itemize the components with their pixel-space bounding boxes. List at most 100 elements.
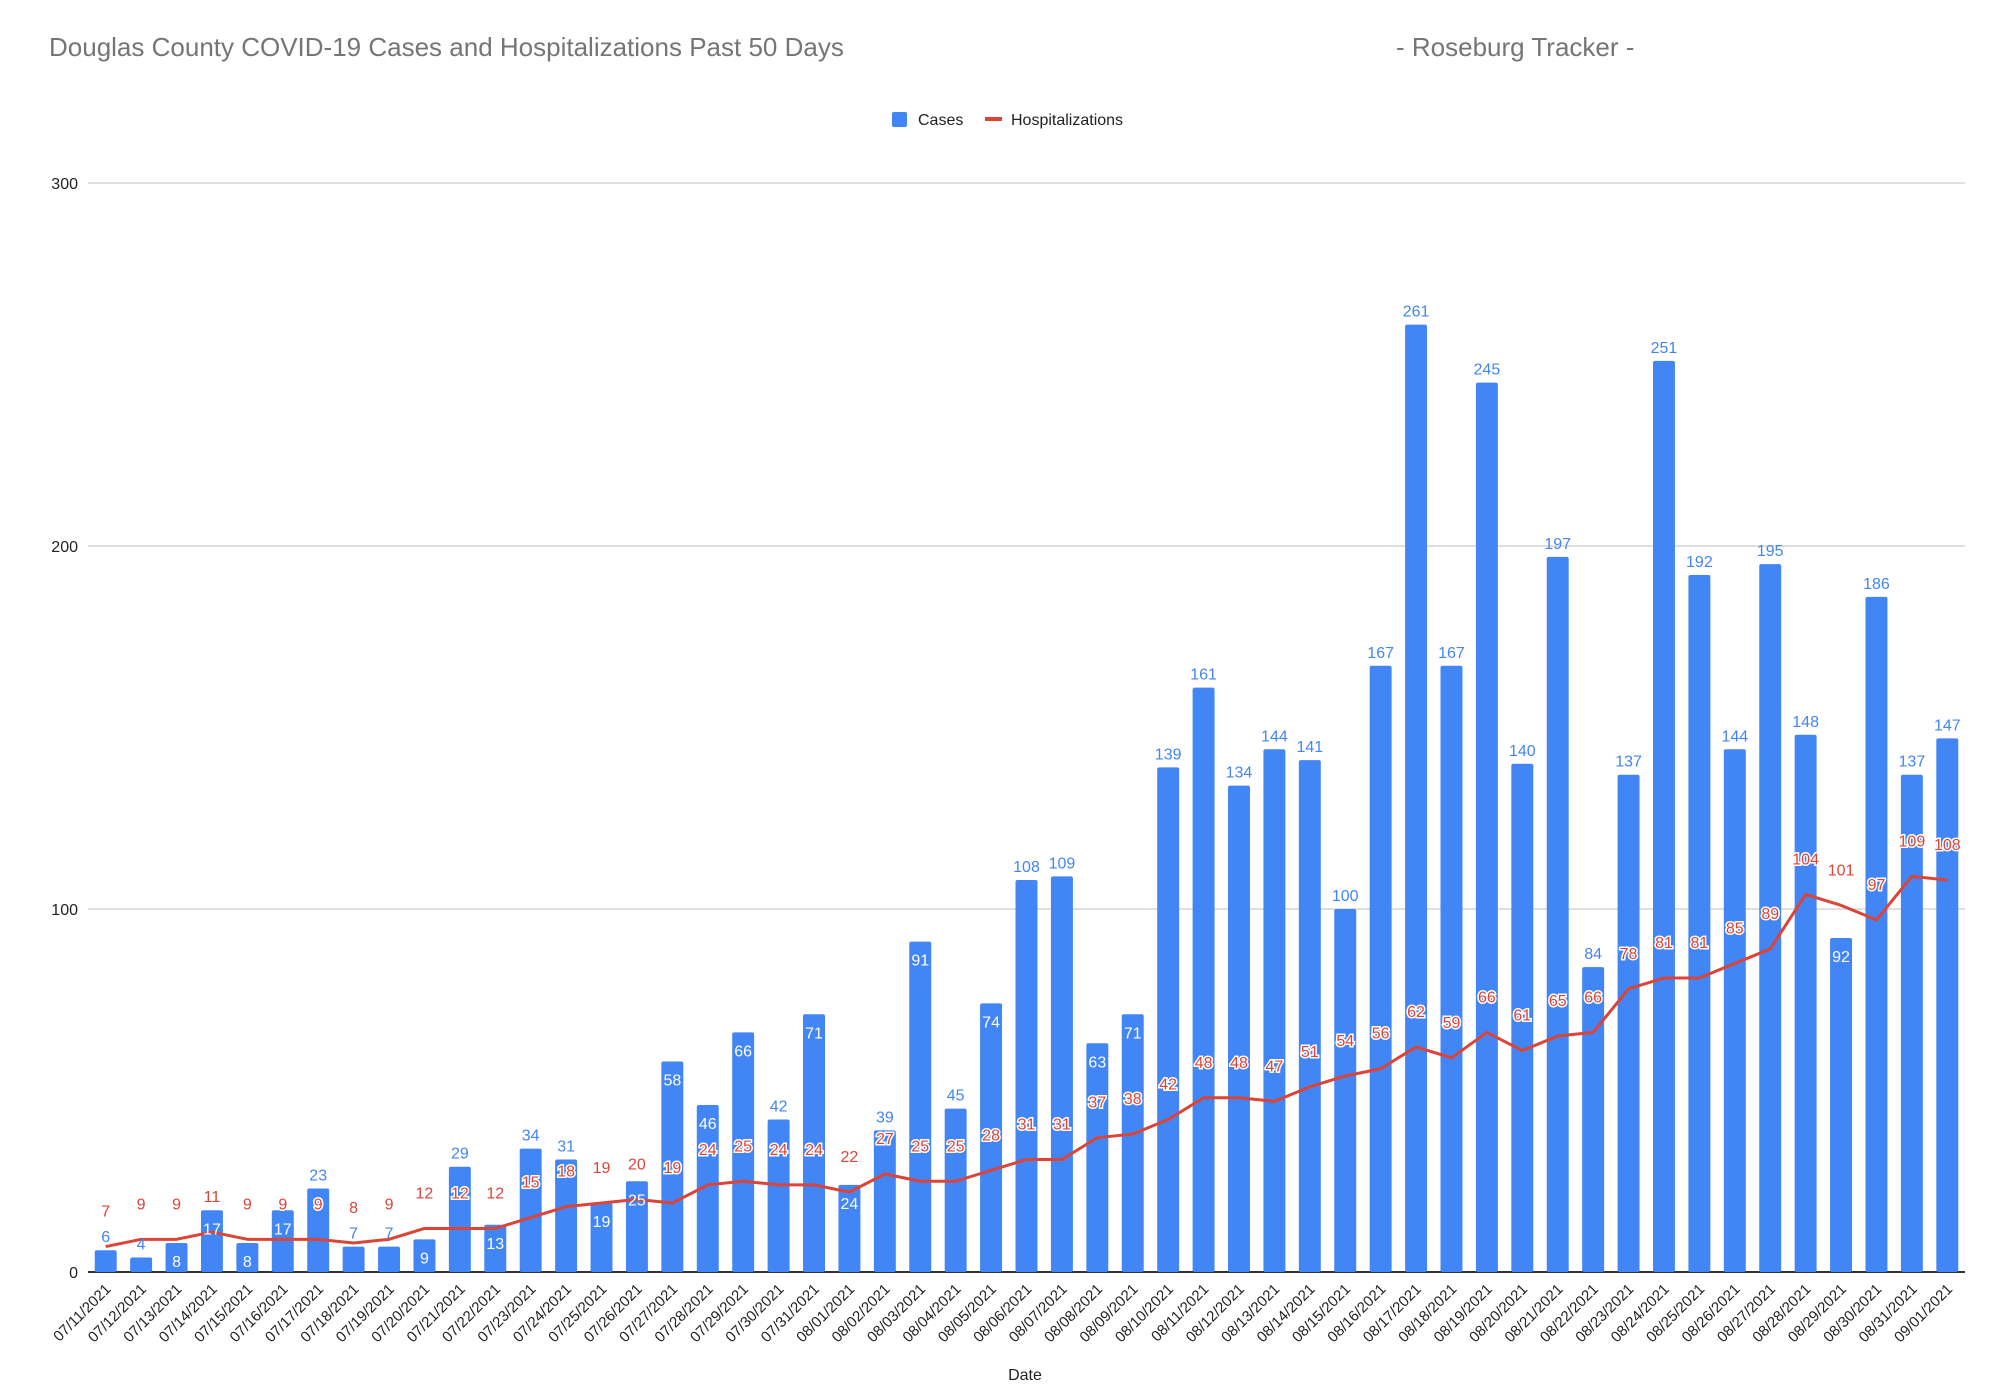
bar-cases [1546, 556, 1569, 1272]
bar-cases [1298, 760, 1321, 1272]
data-label-cases: 144 [1261, 728, 1288, 745]
data-label-cases: 161 [1190, 667, 1217, 684]
data-label-hospitalizations: 22 [841, 1149, 859, 1166]
bar-cases [1192, 687, 1215, 1272]
bar-cases [1688, 575, 1711, 1272]
bar-cases [555, 1159, 578, 1272]
data-label-hospitalizations: 54 [1336, 1033, 1354, 1050]
data-label-cases: 34 [522, 1128, 540, 1145]
bar-cases [130, 1257, 153, 1272]
data-label-cases: 147 [1934, 717, 1961, 734]
bar-cases [873, 1130, 896, 1272]
legend-label-hospitalizations: Hospitalizations [1011, 112, 1123, 129]
data-label-hospitalizations: 28 [982, 1127, 1000, 1144]
data-label-cases: 192 [1686, 554, 1713, 571]
data-label-hospitalizations: 9 [243, 1196, 252, 1213]
bar-cases [1475, 382, 1498, 1272]
bar-cases [838, 1184, 861, 1272]
data-label-cases: 7 [385, 1226, 394, 1243]
bar-cases [944, 1108, 967, 1272]
bar-cases [1086, 1043, 1109, 1272]
data-label-hospitalizations: 9 [314, 1196, 323, 1213]
bar-cases [1830, 938, 1853, 1272]
data-label-cases: 84 [1584, 946, 1602, 963]
data-label-hospitalizations: 56 [1372, 1026, 1390, 1043]
data-label-cases: 23 [309, 1168, 327, 1185]
data-label-cases: 71 [805, 1025, 823, 1042]
bar-cases [1759, 564, 1782, 1272]
data-label-cases: 100 [1332, 888, 1359, 905]
data-label-hospitalizations: 7 [101, 1204, 110, 1221]
y-tick-label: 0 [69, 1265, 78, 1282]
data-label-hospitalizations: 59 [1443, 1015, 1461, 1032]
data-label-cases: 17 [274, 1221, 292, 1238]
x-axis-title: Date [1008, 1367, 1042, 1384]
data-label-hospitalizations: 81 [1690, 935, 1708, 952]
data-label-cases: 6 [101, 1229, 110, 1246]
bar-cases [803, 1014, 825, 1272]
bar-cases [271, 1210, 294, 1272]
data-label-hospitalizations: 66 [1478, 989, 1496, 1006]
bar-cases [909, 941, 932, 1272]
data-label-cases: 167 [1438, 645, 1465, 662]
data-label-hospitalizations: 25 [947, 1138, 965, 1155]
data-label-hospitalizations: 20 [628, 1156, 646, 1173]
data-label-hospitalizations: 25 [734, 1138, 752, 1155]
bar-cases [519, 1148, 542, 1272]
data-label-hospitalizations: 66 [1584, 989, 1602, 1006]
data-label-cases: 261 [1403, 304, 1430, 321]
data-label-cases: 19 [593, 1214, 611, 1231]
data-label-cases: 8 [243, 1254, 252, 1271]
data-label-hospitalizations: 47 [1266, 1058, 1284, 1075]
bar-cases [378, 1246, 401, 1272]
data-label-cases: 29 [451, 1146, 469, 1163]
data-label-hospitalizations: 12 [451, 1185, 469, 1202]
bar-cases [1440, 665, 1463, 1272]
data-label-hospitalizations: 11 [204, 1189, 221, 1206]
y-tick-label: 300 [51, 176, 78, 193]
data-label-cases: 108 [1013, 859, 1040, 876]
data-label-cases: 7 [349, 1226, 358, 1243]
data-label-hospitalizations: 9 [385, 1196, 394, 1213]
data-label-cases: 8 [172, 1254, 181, 1271]
data-label-hospitalizations: 101 [1828, 862, 1855, 879]
data-label-cases: 109 [1049, 855, 1076, 872]
data-label-hospitalizations: 31 [1053, 1116, 1071, 1133]
data-label-hospitalizations: 12 [486, 1185, 504, 1202]
data-label-hospitalizations: 104 [1792, 851, 1819, 868]
data-label-hospitalizations: 38 [1124, 1091, 1142, 1108]
data-label-cases: 74 [982, 1014, 1000, 1031]
data-label-cases: 91 [911, 953, 929, 970]
bar-cases [1900, 774, 1923, 1272]
bar-cases [590, 1203, 613, 1272]
y-tick-label: 200 [51, 539, 78, 556]
bar-cases [342, 1246, 365, 1272]
data-label-cases: 140 [1509, 743, 1536, 760]
data-label-cases: 58 [663, 1072, 681, 1089]
bar-cases [448, 1166, 471, 1272]
data-label-hospitalizations: 31 [1018, 1116, 1036, 1133]
data-label-cases: 63 [1088, 1054, 1106, 1071]
data-label-cases: 137 [1615, 754, 1642, 771]
data-label-hospitalizations: 109 [1899, 833, 1926, 850]
bar-cases [1865, 596, 1888, 1272]
data-label-cases: 134 [1226, 765, 1253, 782]
bar-cases [1263, 749, 1286, 1272]
data-label-cases: 4 [137, 1236, 146, 1253]
data-label-hospitalizations: 8 [349, 1200, 358, 1217]
data-label-cases: 186 [1863, 576, 1890, 593]
data-label-cases: 144 [1721, 728, 1748, 745]
data-label-cases: 39 [876, 1109, 894, 1126]
bar-cases [696, 1105, 719, 1272]
bar-cases [1617, 774, 1640, 1272]
bar-cases [767, 1119, 790, 1272]
bar-cases [1511, 763, 1534, 1272]
data-label-cases: 24 [841, 1196, 859, 1213]
data-label-hospitalizations: 108 [1934, 837, 1961, 854]
bar-cases [1015, 879, 1038, 1272]
data-label-cases: 148 [1792, 714, 1819, 731]
data-label-hospitalizations: 9 [278, 1196, 287, 1213]
data-label-cases: 13 [486, 1236, 504, 1253]
data-label-hospitalizations: 97 [1868, 877, 1886, 894]
